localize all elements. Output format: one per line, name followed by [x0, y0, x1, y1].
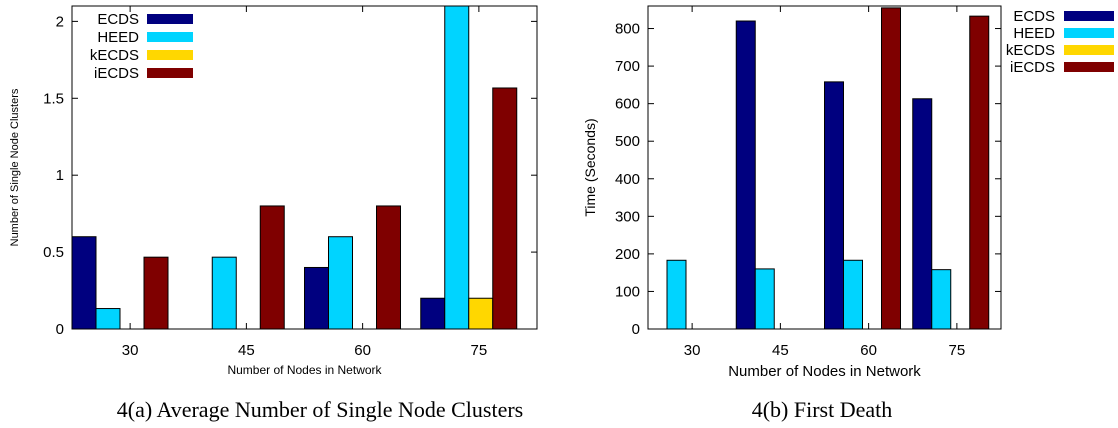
bar-heed-75 [931, 269, 952, 330]
bar-ecds-75 [420, 297, 446, 330]
y-tick-label: 800 [615, 21, 640, 38]
bar-heed-60 [328, 236, 353, 330]
legend-swatch-heed [1064, 28, 1114, 38]
x-tick-label: 45 [772, 342, 789, 359]
bar-kecds-75 [468, 297, 494, 330]
y-tick-label: 600 [615, 96, 640, 113]
bar-heed-30 [666, 259, 687, 330]
y-tick-label: 500 [615, 133, 640, 150]
bar-iecds-30 [143, 256, 169, 330]
y-tick-label: 1 [56, 167, 64, 184]
y-tick-label: 0 [56, 321, 64, 338]
bar-iecds-45 [259, 205, 285, 330]
bar-ecds-75 [912, 98, 933, 330]
bar-ecds-30 [71, 236, 97, 330]
legend-label-iecds: iECDS [1010, 59, 1055, 76]
bar-iecds-60 [376, 205, 401, 330]
x-tick-label: 30 [122, 342, 139, 359]
x-tick-label: 60 [354, 342, 371, 359]
bar-ecds-45 [735, 20, 756, 330]
legend-swatch-heed [147, 32, 193, 42]
figure-caption-a: 4(a) Average Number of Single Node Clust… [117, 397, 523, 422]
legend-swatch-ecds [147, 14, 193, 24]
x-tick-label: 45 [238, 342, 255, 359]
y-tick-label: 300 [615, 208, 640, 225]
legend-label-kecds: kECDS [90, 47, 139, 64]
legend-label-kecds: kECDS [1006, 42, 1055, 59]
bar-heed-30 [95, 308, 121, 330]
legend-label-heed: HEED [97, 29, 139, 46]
legend-label-heed: HEED [1013, 25, 1055, 42]
x-tick-label: 75 [949, 342, 966, 359]
bar-heed-45 [754, 268, 775, 330]
bar-iecds-75 [492, 87, 518, 330]
y-tick-label: 2 [56, 13, 64, 30]
x-axis-label: Number of Nodes in Network [728, 363, 921, 380]
bar-heed-75 [444, 5, 470, 330]
y-tick-label: 700 [615, 58, 640, 75]
y-tick-label: 1.5 [43, 90, 64, 107]
x-tick-label: 75 [471, 342, 488, 359]
bar-ecds-60 [304, 266, 329, 330]
x-tick-label: 60 [860, 342, 877, 359]
y-tick-label: 100 [615, 283, 640, 300]
legend-swatch-kecds [1064, 45, 1114, 55]
y-tick-label: 200 [615, 246, 640, 263]
legend-swatch-kecds [147, 50, 193, 60]
y-axis-label: Time (Seconds) [582, 118, 598, 216]
y-tick-label: 0.5 [43, 244, 64, 261]
legend-swatch-iecds [147, 68, 193, 78]
y-tick-label: 0 [632, 321, 640, 338]
x-tick-label: 30 [684, 342, 701, 359]
chart-a-average-single-node-clusters: 0 0.5 1 1.5 2 30 45 60 75 Number of Nodes in Netw… [9, 5, 538, 422]
y-axis-label: Number of Single Node Clusters [9, 88, 21, 246]
bar-heed-60 [843, 259, 863, 330]
x-axis-label: Number of Nodes in Network [227, 363, 382, 377]
figure-caption-b: 4(b) First Death [752, 397, 893, 422]
bar-ecds-60 [824, 81, 844, 330]
legend-swatch-iecds [1064, 62, 1114, 72]
bar-iecds-60 [881, 7, 901, 330]
legend-label-iecds: iECDS [94, 65, 139, 82]
bar-iecds-75 [969, 15, 990, 330]
legend-label-ecds: ECDS [97, 11, 139, 28]
legend-label-ecds: ECDS [1013, 8, 1055, 25]
y-tick-label: 400 [615, 171, 640, 188]
chart-b-first-death: 0 100 200 300 400 500 600 700 800 30 45 60 75 Number … [582, 5, 1114, 422]
legend-swatch-ecds [1064, 11, 1114, 21]
bar-heed-45 [211, 256, 237, 330]
